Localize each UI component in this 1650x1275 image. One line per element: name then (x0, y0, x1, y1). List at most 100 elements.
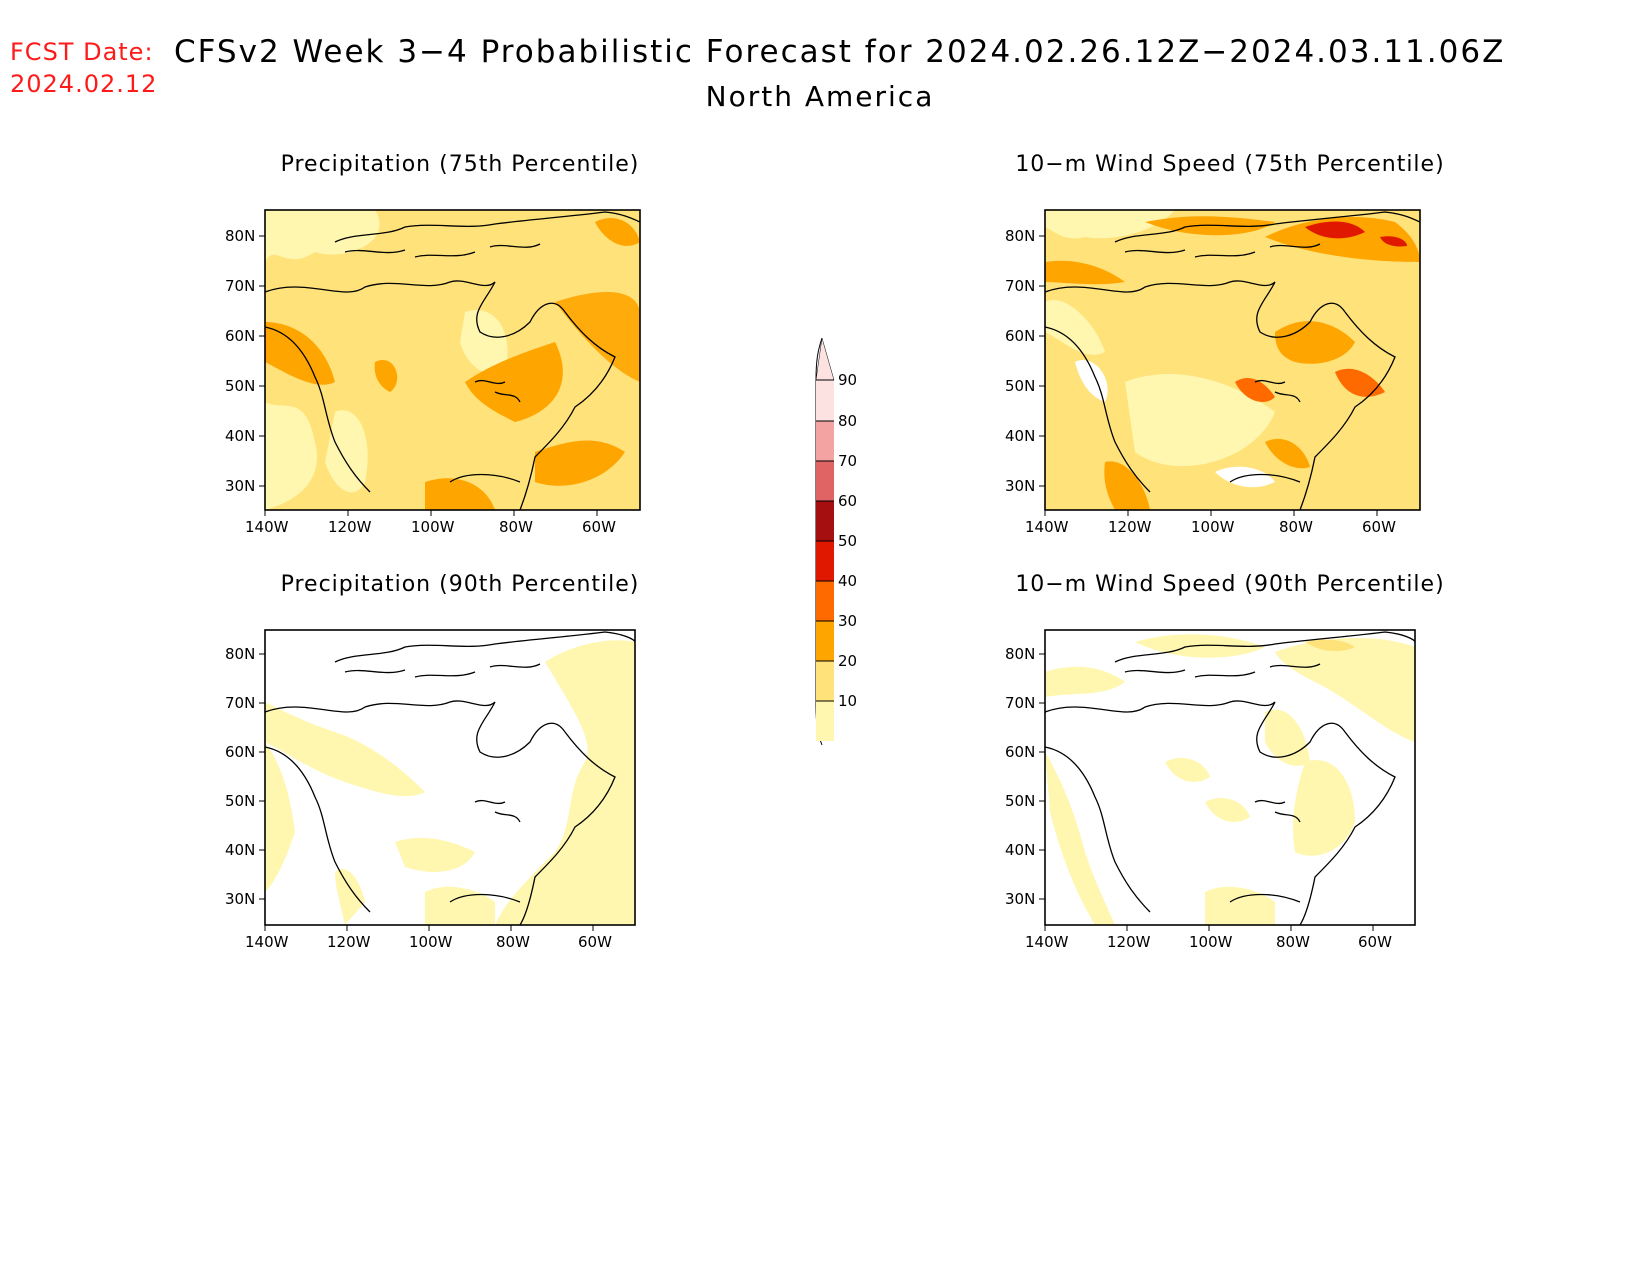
colorbar-label: 60 (838, 492, 857, 510)
colorbar-segment (816, 421, 834, 461)
lon-label: 120W (1108, 518, 1152, 536)
lat-label: 30N (1005, 890, 1035, 908)
lon-label: 140W (1025, 933, 1069, 951)
lon-label: 80W (496, 933, 530, 951)
lon-label: 140W (1025, 518, 1069, 536)
shade-10-20 (1165, 757, 1210, 782)
shade-30-40 (535, 440, 625, 486)
lat-label: 60N (225, 743, 255, 761)
shade-40-50 (1335, 368, 1385, 397)
lat-label: 60N (1005, 743, 1035, 761)
colorbar-label: 40 (838, 572, 857, 590)
coastlines (265, 631, 635, 925)
pacific-coast (1045, 326, 1151, 493)
shade-10-20 (1045, 752, 1115, 925)
shade-10-20 (265, 402, 317, 510)
lon-label: 100W (411, 518, 455, 536)
colorbar-segment (816, 541, 834, 581)
arctic-islands-2 (1124, 663, 1321, 678)
colorbar: 90 80 70 60 50 40 30 20 10 (815, 337, 857, 746)
shade-10-20 (1293, 760, 1355, 856)
arctic-coast (1045, 280, 1276, 293)
shade-10-20 (265, 742, 295, 892)
gulf-coast (449, 473, 521, 483)
lat-axis: 80N 70N 60N 50N 40N 30N (1005, 227, 1045, 495)
lat-label: 50N (1005, 377, 1035, 395)
shade-10-20 (495, 640, 635, 925)
coastlines (1045, 631, 1415, 925)
shade-10-20 (265, 210, 380, 262)
lon-label: 80W (1279, 518, 1313, 536)
colorbar-segment (816, 581, 834, 621)
shade-30-40 (1265, 217, 1420, 262)
panel-precip-75: Precipitation (75th Percentile) (195, 152, 715, 552)
arctic-coast (1045, 700, 1276, 713)
arctic-islands-2 (344, 243, 541, 258)
colorbar-label: 80 (838, 412, 857, 430)
lat-label: 40N (225, 427, 255, 445)
shade-30-40 (425, 478, 495, 510)
lat-label: 80N (1005, 227, 1035, 245)
shade-10-20 (1045, 300, 1105, 355)
map-frame (264, 209, 641, 511)
lon-label: 80W (1276, 933, 1310, 951)
lat-label: 50N (225, 377, 255, 395)
shade-10-20 (425, 886, 495, 925)
lon-label: 60W (578, 933, 612, 951)
shade-30-40 (465, 342, 563, 422)
colorbar-label: 30 (838, 612, 857, 630)
shading-layer (265, 210, 640, 510)
lat-label: 80N (225, 645, 255, 663)
lat-label: 40N (1005, 841, 1035, 859)
colorbar-label: 50 (838, 532, 857, 550)
hudson-bay-coast (476, 281, 566, 338)
shade-10-20 (325, 410, 368, 493)
shade-10-20 (460, 310, 508, 375)
map-precip-75: 80N 70N 60N 50N 40N 30N 140W 120W 100W 8… (225, 209, 641, 536)
lon-axis: 140W 120W 100W 80W 60W (1025, 925, 1392, 951)
lat-label: 80N (1005, 645, 1035, 663)
lon-label: 140W (245, 933, 289, 951)
hudson-bay-coast (476, 701, 566, 758)
shade-30-40 (1104, 461, 1150, 510)
lat-axis: 80N 70N 60N 50N 40N 30N (1005, 645, 1045, 908)
arctic-islands-2 (1124, 243, 1321, 258)
lon-axis: 140W 120W 100W 80W 60W (1025, 510, 1396, 536)
shade-10-20 (1265, 709, 1310, 766)
lat-label: 70N (1005, 277, 1035, 295)
panel-wind-90: 10−m Wind Speed (90th Percentile) (975, 572, 1495, 972)
shade-30-40 (555, 292, 640, 382)
map-wind-75: 80N 70N 60N 50N 40N 30N 140W 120W 100W 8… (1005, 209, 1421, 536)
arctic-coast (265, 700, 496, 713)
map-frame (1044, 209, 1421, 511)
lat-axis: 80N 70N 60N 50N 40N 30N (225, 645, 265, 908)
arctic-islands (1114, 211, 1420, 243)
panel-title: Precipitation (90th Percentile) (280, 572, 640, 597)
shade-40-50 (1235, 377, 1275, 402)
lat-label: 50N (1005, 792, 1035, 810)
shade-below-10 (1075, 360, 1108, 402)
great-lakes (474, 799, 521, 823)
shade-30-40 (1265, 438, 1310, 469)
lat-label: 80N (225, 227, 255, 245)
coastlines (1045, 211, 1420, 510)
shading-layer (1045, 634, 1415, 925)
coastlines (265, 211, 640, 510)
great-lakes (474, 379, 521, 403)
great-lakes (1254, 379, 1301, 403)
lon-label: 120W (328, 518, 372, 536)
lon-label: 100W (1191, 518, 1235, 536)
colorbar-segment (816, 461, 834, 501)
colorbar-segment (816, 380, 834, 421)
gulf-coast (449, 893, 521, 903)
lon-label: 100W (409, 933, 453, 951)
atlantic-coast (1299, 731, 1396, 925)
lon-axis: 140W 120W 100W 80W 60W (245, 510, 616, 536)
great-lakes (1254, 799, 1301, 823)
fcst-date-label: FCST Date: (10, 38, 154, 66)
map-wind-90: 80N 70N 60N 50N 40N 30N 140W 120W 100W 8… (1005, 629, 1416, 951)
shade-10-20 (1205, 797, 1250, 822)
lon-label: 120W (327, 933, 371, 951)
fcst-date-value: 2024.02.12 (10, 70, 158, 98)
arctic-islands-2 (344, 663, 541, 678)
